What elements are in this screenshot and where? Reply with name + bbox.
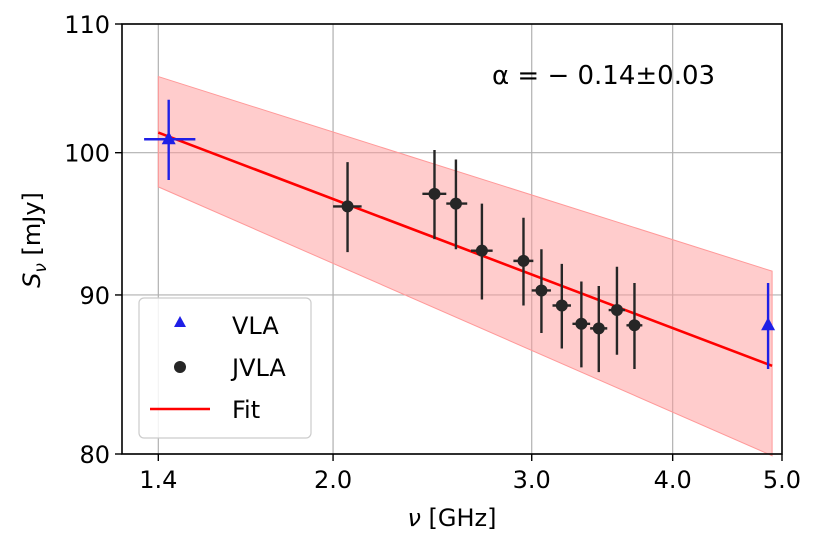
fit-confidence-band — [157, 75, 773, 457]
jvla-point — [449, 197, 462, 210]
y-tick-label: 90 — [79, 282, 110, 310]
x-axis-symbol: ν — [407, 504, 420, 532]
x-axis-ticks: 1.4 2.0 3.0 4.0 5.0 — [139, 454, 801, 494]
fit-line — [157, 131, 773, 368]
jvla-point — [341, 200, 354, 213]
jvla-point — [517, 254, 530, 267]
plot-frame — [121, 23, 783, 455]
jvla-point — [428, 187, 441, 200]
x-tick-label: 4.0 — [654, 466, 692, 494]
legend-box — [138, 297, 312, 439]
legend-label-jvla: JVLA — [230, 354, 286, 382]
y-axis-ticks: 80 90 100 110 — [64, 11, 122, 469]
jvla-point — [610, 304, 623, 317]
y-axis-subscript: ν — [31, 263, 51, 273]
legend: VLA JVLA Fit — [138, 297, 312, 439]
legend-marker-jvla — [174, 361, 186, 373]
legend-label-vla: VLA — [232, 312, 279, 340]
y-axis-title: Sν [mJy] — [18, 192, 51, 288]
x-axis-unit: [GHz] — [429, 504, 497, 532]
y-tick-label: 100 — [64, 140, 110, 168]
x-tick-label: 2.0 — [314, 466, 352, 494]
x-tick-label: 1.4 — [139, 466, 177, 494]
legend-marker-vla — [174, 316, 186, 327]
vla-point — [161, 131, 176, 145]
y-tick-label: 110 — [64, 11, 110, 39]
y-axis-unit: [mJy] — [18, 192, 46, 255]
x-axis-title: ν [GHz] — [407, 504, 496, 532]
legend-label-fit: Fit — [232, 396, 260, 424]
y-tick-label: 80 — [79, 441, 110, 469]
jvla-point — [575, 317, 588, 330]
jvla-point — [628, 319, 641, 332]
fit-line-layer — [157, 131, 773, 368]
x-tick-label: 3.0 — [513, 466, 551, 494]
y-axis-symbol: S — [18, 273, 46, 288]
jvla-point — [535, 284, 548, 297]
jvla-point — [555, 299, 568, 312]
x-tick-label: 5.0 — [763, 466, 801, 494]
fit-band-layer — [157, 75, 773, 457]
jvla-point — [592, 322, 605, 335]
vla-point — [761, 317, 776, 331]
marker-layer — [161, 131, 776, 335]
jvla-point — [475, 244, 488, 257]
alpha-annotation: α = − 0.14±0.03 — [492, 61, 715, 91]
